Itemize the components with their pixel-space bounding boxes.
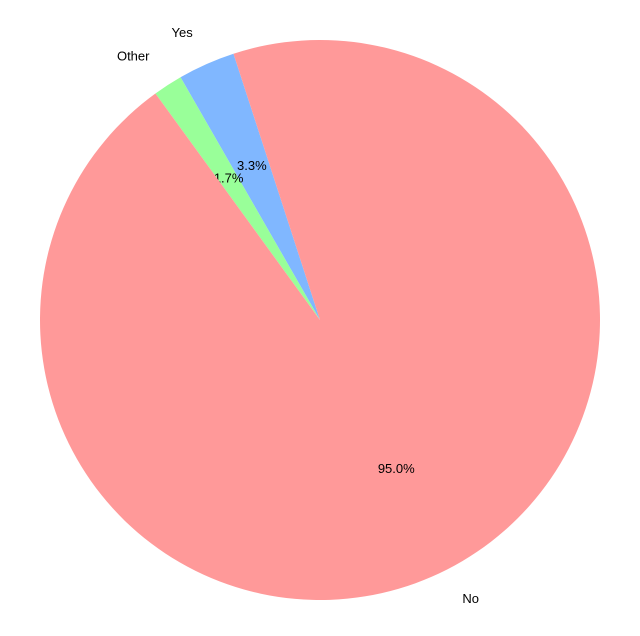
pie-chart-svg: 3.3%Yes1.7%Other95.0%No (0, 0, 640, 636)
pie-chart: 3.3%Yes1.7%Other95.0%No (0, 0, 640, 636)
slice-category-label: Other (117, 48, 150, 63)
pie-slice (40, 40, 600, 600)
slice-pct-label: 95.0% (378, 461, 415, 476)
slice-category-label: Yes (172, 25, 194, 40)
slice-category-label: No (462, 591, 479, 606)
